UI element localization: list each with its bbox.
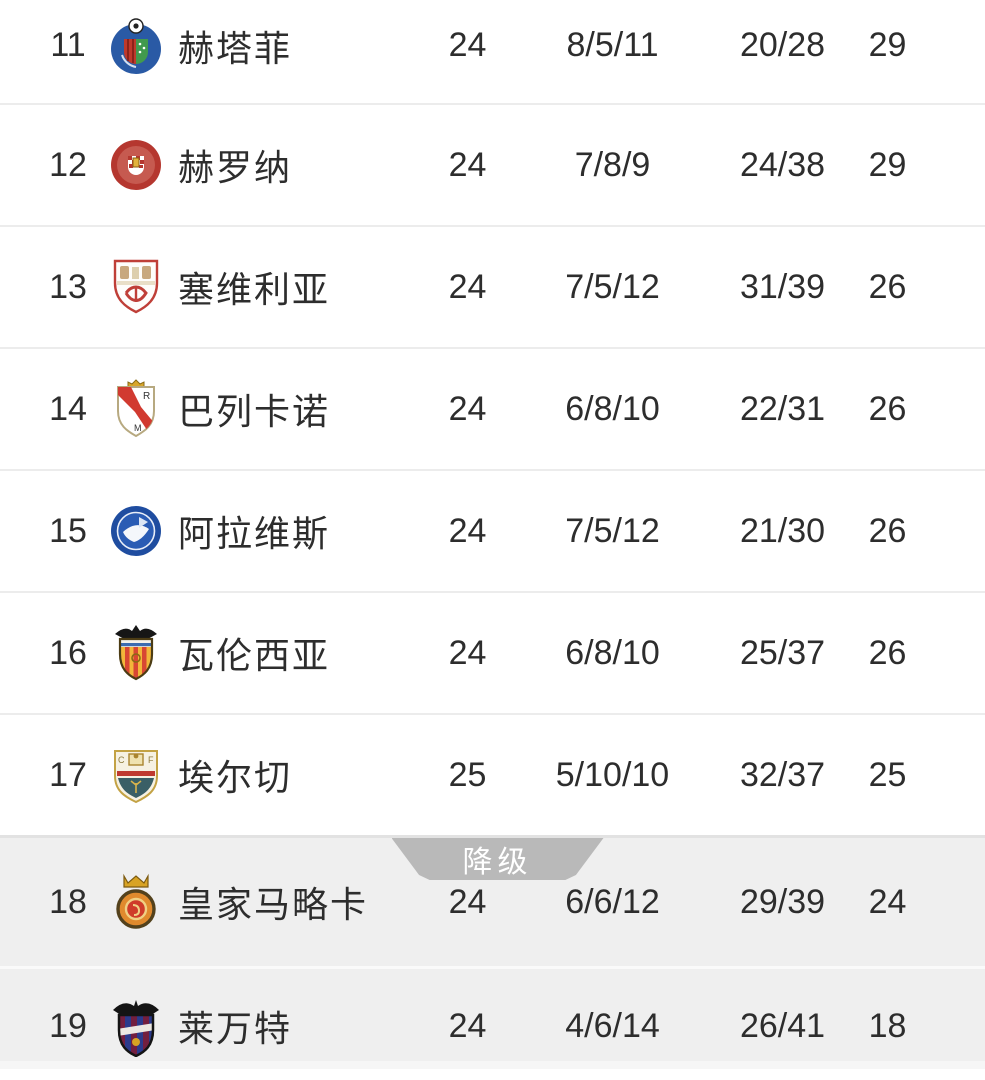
matches-played: 24 xyxy=(448,882,487,921)
rank: 18 xyxy=(49,882,87,921)
svg-text:F: F xyxy=(148,755,154,765)
matches-played: 24 xyxy=(448,633,487,672)
levante-crest-icon xyxy=(108,995,164,1057)
team-name: 塞维利亚 xyxy=(178,269,331,310)
rayo-vallecano-crest-icon: R M xyxy=(109,379,163,439)
win-draw-loss: 8/5/11 xyxy=(566,26,659,64)
goals-for-against: 32/37 xyxy=(739,755,826,794)
table-row[interactable]: 15 阿拉维斯 24 7/5/12 21/30 26 xyxy=(0,469,985,591)
mallorca-crest-icon xyxy=(109,873,163,931)
points: 24 xyxy=(868,882,907,921)
goals-for-against: 20/28 xyxy=(739,26,826,64)
svg-text:M: M xyxy=(134,423,142,433)
table-row[interactable]: 16 瓦伦西亚 24 6/8/10 25/37 26 xyxy=(0,591,985,713)
table-row[interactable]: 13 塞维利亚 24 7/5/12 31/39 26 xyxy=(0,225,985,347)
goals-for-against: 31/39 xyxy=(739,267,826,306)
points: 26 xyxy=(868,511,907,550)
points: 26 xyxy=(868,267,907,306)
points: 18 xyxy=(868,1006,907,1045)
rank: 16 xyxy=(49,633,87,672)
girona-crest-icon xyxy=(109,138,163,192)
team-name: 皇家马略卡 xyxy=(178,884,369,925)
matches-played: 25 xyxy=(448,755,487,794)
alaves-crest-icon xyxy=(109,504,163,558)
matches-played: 24 xyxy=(448,145,487,184)
points: 29 xyxy=(868,26,907,64)
win-draw-loss: 6/8/10 xyxy=(565,633,660,672)
points: 29 xyxy=(868,145,907,184)
team-name: 赫塔菲 xyxy=(178,27,293,69)
table-row[interactable]: 12 赫罗纳 24 7/8/9 24/38 29 xyxy=(0,103,985,225)
win-draw-loss: 6/8/10 xyxy=(565,389,660,428)
goals-for-against: 25/37 xyxy=(739,633,826,672)
win-draw-loss: 4/6/14 xyxy=(565,1006,660,1045)
table-row[interactable]: 17 C F 埃尔切 25 5/10/10 32/37 25 xyxy=(0,713,985,835)
team-name: 埃尔切 xyxy=(178,757,293,798)
goals-for-against: 26/41 xyxy=(739,1006,826,1045)
goals-for-against: 24/38 xyxy=(739,145,826,184)
valencia-crest-icon xyxy=(108,622,164,684)
win-draw-loss: 7/8/9 xyxy=(574,145,651,184)
win-draw-loss: 5/10/10 xyxy=(555,755,670,794)
matches-played: 24 xyxy=(448,26,487,64)
getafe-crest-icon xyxy=(109,17,163,75)
svg-text:C: C xyxy=(118,755,125,765)
team-name: 莱万特 xyxy=(178,1008,293,1049)
win-draw-loss: 6/6/12 xyxy=(565,882,660,921)
matches-played: 24 xyxy=(448,1006,487,1045)
goals-for-against: 21/30 xyxy=(739,511,826,550)
goals-for-against: 22/31 xyxy=(739,389,826,428)
elche-crest-icon: C F xyxy=(109,745,163,805)
team-name: 瓦伦西亚 xyxy=(178,635,331,676)
goals-for-against: 29/39 xyxy=(739,882,826,921)
table-row[interactable]: 14 R M 巴列卡诺 24 6/8/10 22/31 26 xyxy=(0,347,985,469)
points: 25 xyxy=(868,755,907,794)
row-divider xyxy=(0,966,985,969)
rank: 19 xyxy=(49,1006,87,1045)
matches-played: 24 xyxy=(448,511,487,550)
table-row[interactable]: 18 皇家马略卡 24 6/6/12 29/39 24 xyxy=(0,838,985,966)
team-name: 阿拉维斯 xyxy=(178,513,331,554)
win-draw-loss: 7/5/12 xyxy=(565,267,660,306)
table-row[interactable]: 19 莱万特 24 4/6/14 xyxy=(0,969,985,1061)
sevilla-crest-icon xyxy=(109,257,163,317)
table-row[interactable]: 11 赫塔菲 24 8/5/11 20/28 29 xyxy=(0,0,985,103)
relegation-zone: 降级 18 皇家马略卡 24 6/6/12 29/39 24 19 xyxy=(0,835,985,1069)
relegation-label: 降级 xyxy=(462,846,533,879)
rank: 11 xyxy=(50,26,86,64)
rank: 14 xyxy=(49,389,87,428)
svg-text:R: R xyxy=(143,391,150,402)
team-name: 巴列卡诺 xyxy=(178,391,331,432)
win-draw-loss: 7/5/12 xyxy=(565,511,660,550)
rank: 13 xyxy=(49,267,87,306)
points: 26 xyxy=(868,389,907,428)
bottom-divider xyxy=(0,1061,985,1069)
rank: 17 xyxy=(49,755,87,794)
points: 26 xyxy=(868,633,907,672)
rank: 12 xyxy=(49,145,87,184)
matches-played: 24 xyxy=(448,267,487,306)
matches-played: 24 xyxy=(448,389,487,428)
relegation-tab: 降级 xyxy=(391,838,604,880)
rank: 15 xyxy=(49,511,87,550)
team-name: 赫罗纳 xyxy=(178,147,293,188)
